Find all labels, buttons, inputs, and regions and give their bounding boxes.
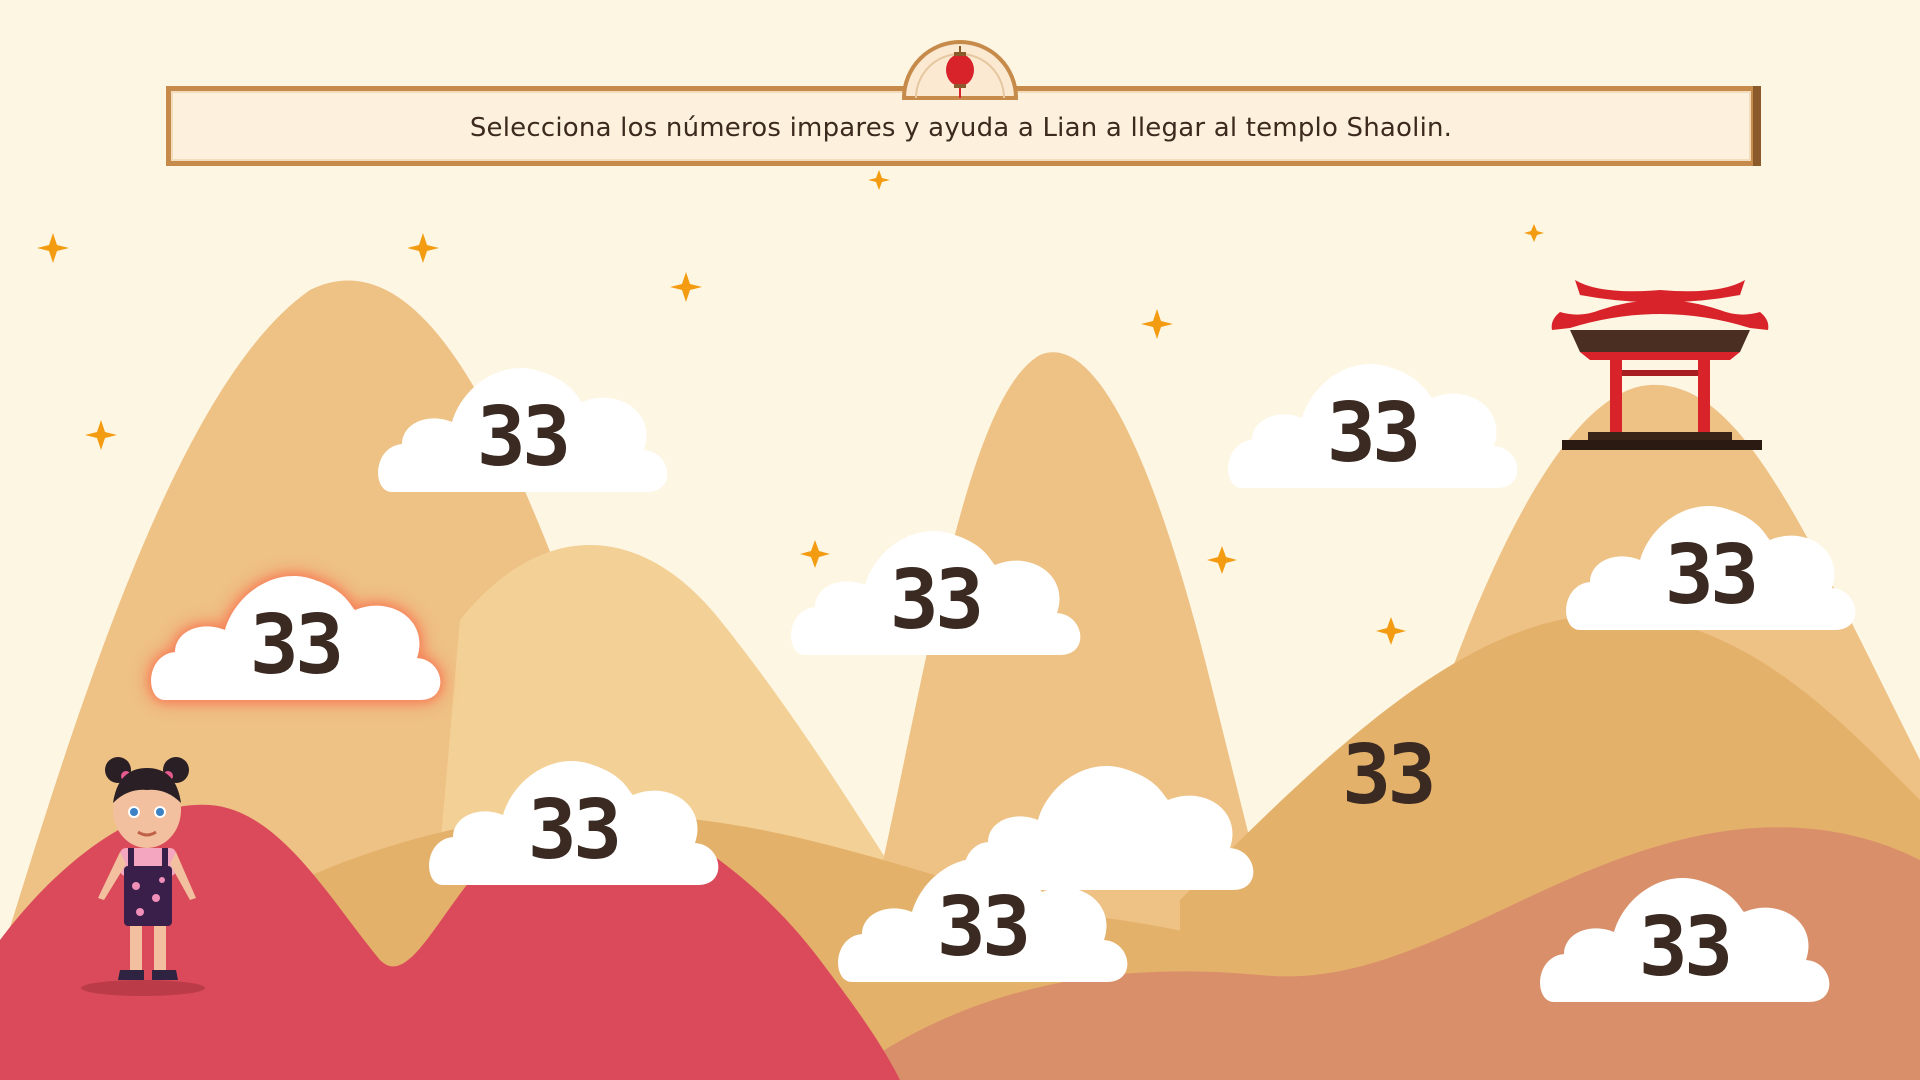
cloud-option-selected[interactable]: 33	[145, 560, 445, 710]
temple-icon	[1551, 280, 1769, 450]
cloud-option[interactable]: 33	[423, 745, 723, 895]
cloud-shape	[838, 858, 1128, 982]
cloud-option[interactable]: 33	[1222, 348, 1522, 498]
cloud-shape	[1228, 364, 1518, 488]
number-option[interactable]: 33	[1342, 728, 1437, 823]
cloud-option-empty[interactable]	[958, 750, 1258, 900]
lantern-icon	[901, 40, 1019, 100]
cloud-option[interactable]: 33	[372, 352, 672, 502]
girl-character	[81, 757, 205, 996]
cloud-shape	[378, 368, 668, 492]
cloud-option[interactable]: 33	[1534, 862, 1834, 1012]
cloud-shape	[791, 531, 1081, 655]
cloud-shape	[1540, 878, 1830, 1002]
cloud-shape	[964, 766, 1254, 890]
cloud-shape	[1566, 506, 1856, 630]
cloud-option[interactable]: 33	[785, 515, 1085, 665]
cloud-shape	[429, 761, 719, 885]
cloud-shape	[151, 576, 441, 700]
cloud-option[interactable]: 33	[1560, 490, 1860, 640]
cloud-option[interactable]: 33	[832, 842, 1132, 992]
instruction-text: Selecciona los números impares y ayuda a…	[469, 113, 1453, 143]
